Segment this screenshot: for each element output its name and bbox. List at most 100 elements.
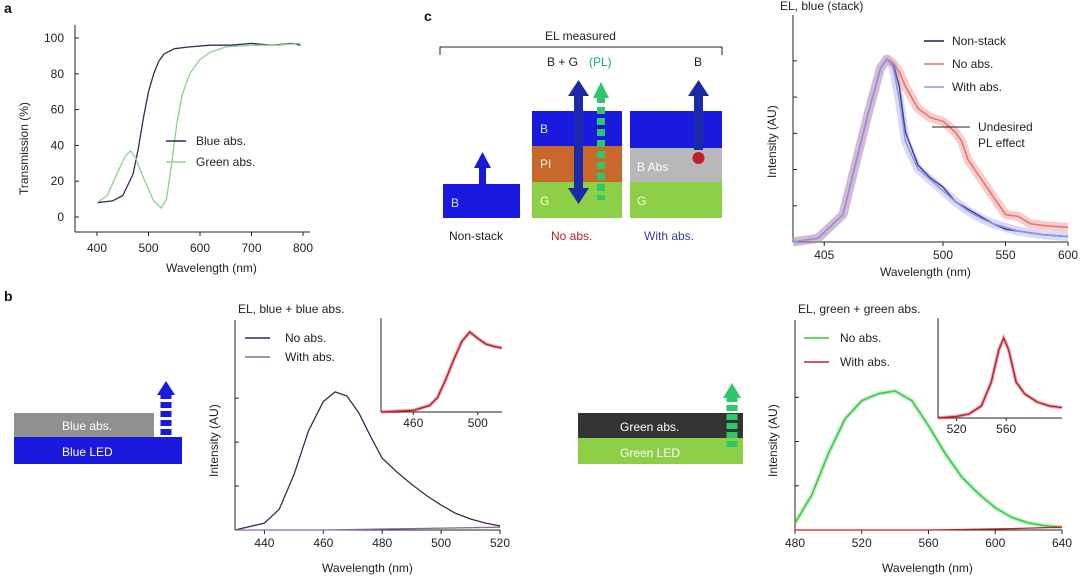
- withabs-caption: With abs.: [644, 229, 694, 243]
- nonstack-caption: Non-stack: [449, 229, 504, 243]
- panel-label-b: b: [4, 288, 13, 304]
- b2-legend-noabs: No abs.: [840, 331, 881, 345]
- green-abs-layer: [578, 413, 743, 438]
- b2-band-0: [793, 389, 1063, 530]
- a-xtick-label: 400: [87, 241, 107, 255]
- panel-label-c: c: [424, 8, 432, 24]
- blue-abs-label: Blue abs.: [62, 419, 112, 433]
- blue-led-label: Blue LED: [62, 445, 113, 459]
- blue-abs-layer: [14, 413, 154, 437]
- green-emission-arrow-icon: [723, 383, 741, 450]
- b2-inset-band: [937, 333, 1063, 420]
- c-x-label: Wavelength (nm): [880, 265, 971, 279]
- c-xtick-label: 550: [995, 248, 1015, 262]
- c-legend-withabs: With abs.: [952, 80, 1002, 94]
- b1-xtick-label: 500: [431, 536, 451, 550]
- green-led-diagram: Green abs. Green LED: [578, 383, 743, 464]
- a-ytick-label: 80: [51, 67, 65, 81]
- noabs-layer-pl: PI: [540, 157, 551, 171]
- a-ytick-label: 20: [51, 174, 65, 188]
- b2-inset-xtick-label: 520: [947, 422, 967, 436]
- c-xtick-label: 405: [814, 248, 834, 262]
- a-ytick-label: 100: [44, 31, 64, 45]
- el-measured-label: EL measured: [545, 29, 616, 43]
- green-led-label: Green LED: [620, 446, 680, 460]
- withabs-blue-arrow-icon: [688, 80, 709, 164]
- el-blue-stack-chart: EL, blue (stack) 405 500 550 600 Wavelength…: [765, 0, 1078, 279]
- b2-x-label: Wavelength (nm): [882, 561, 973, 575]
- b1-xtick-label: 520: [490, 536, 510, 550]
- a-xtick-label: 500: [138, 241, 158, 255]
- withabs-abs-layer: [630, 148, 722, 182]
- green-led-layer: [578, 438, 743, 464]
- b1-series-1: [235, 526, 501, 531]
- b2-legend-withabs: With abs.: [840, 355, 890, 369]
- withabs-layer-babs: B Abs: [637, 160, 668, 174]
- b1-xtick-label: 440: [254, 536, 274, 550]
- c-series-2: [792, 58, 1069, 243]
- b1-xtick-label: 460: [313, 536, 333, 550]
- b2-chart-title: EL, green + green abs.: [798, 302, 920, 316]
- b1-y-label: Intensity (AU): [207, 404, 221, 477]
- el-measured-bracket: [439, 46, 723, 55]
- withabs-blue-layer: [630, 111, 722, 148]
- a-y-label: Transmission (%): [17, 102, 31, 195]
- noabs-blue-bidirectional-arrow-icon: [568, 80, 589, 204]
- b2-inset: 520 560: [937, 318, 1063, 436]
- a-legend-green-abs: Green abs.: [196, 155, 255, 169]
- c-y-label: Intensity (AU): [765, 105, 779, 178]
- b1-xtick-label: 480: [372, 536, 392, 550]
- nonstack-blue-layer: [443, 184, 520, 218]
- label-pl: (PL): [589, 55, 612, 69]
- withabs-layer-g: G: [637, 194, 646, 208]
- b2-xtick-label: 640: [1052, 536, 1072, 550]
- nonstack-layer-label: B: [451, 196, 459, 210]
- b1-series-0: [234, 391, 501, 531]
- c-annotation-line1: Undesired: [978, 120, 1033, 134]
- b1-x-label: Wavelength (nm): [322, 561, 413, 575]
- b1-inset-xtick-label: 500: [468, 416, 488, 430]
- transmission-chart: 400 500 600 700 800 0 20 40 60 80 100 Wavelength (…: [17, 25, 313, 275]
- b1-inset: 460 500: [380, 318, 503, 430]
- c-xtick-label: 500: [933, 248, 953, 262]
- b1-legend-noabs: No abs.: [285, 331, 326, 345]
- c-chart-title: EL, blue (stack): [780, 0, 863, 13]
- blue-emission-arrow-icon: [157, 381, 175, 437]
- b1-inset-band: [380, 329, 503, 414]
- b2-xtick-label: 520: [852, 536, 872, 550]
- el-blue-chart: EL, blue + blue abs. 440 460 480 500 520 Wav…: [207, 302, 510, 575]
- a-x-label: Wavelength (nm): [166, 261, 257, 275]
- noabs-layer-b: B: [540, 122, 548, 136]
- b1-legend-withabs: With abs.: [285, 350, 335, 364]
- a-series-1: [96, 42, 301, 209]
- blue-led-layer: [14, 437, 182, 464]
- a-xtick-label: 600: [190, 241, 210, 255]
- b2-inset-series: [937, 336, 1063, 419]
- stack-diagram: EL measured B + G (PL) B B Non-stack B P…: [439, 29, 723, 243]
- a-xtick-label: 800: [293, 241, 313, 255]
- b1-inset-series: [380, 331, 503, 413]
- green-abs-label: Green abs.: [620, 420, 679, 434]
- c-legend-nonstack: Non-stack: [952, 34, 1007, 48]
- b1-inset-xtick-label: 460: [403, 416, 423, 430]
- noabs-caption: No abs.: [551, 229, 592, 243]
- noabs-layer-g: G: [540, 194, 549, 208]
- label-b-plus-g: B + G: [547, 55, 578, 69]
- c-annotation-line2: PL effect: [978, 136, 1025, 150]
- noabs-green-dashed-arrow-icon: [593, 82, 609, 200]
- b2-xtick-label: 560: [918, 536, 938, 550]
- label-b-only: B: [694, 55, 702, 69]
- el-green-chart: EL, green + green abs. 480 520 560 600 640 W…: [766, 302, 1072, 575]
- a-legend-blue-abs: Blue abs.: [196, 134, 246, 148]
- b2-xtick-label: 480: [785, 536, 805, 550]
- a-ytick-label: 60: [51, 103, 65, 117]
- b2-inset-xtick-label: 560: [996, 422, 1016, 436]
- nonstack-up-arrow-icon: [474, 152, 491, 184]
- a-xtick-label: 700: [241, 241, 261, 255]
- blue-led-diagram: Blue abs. Blue LED: [14, 381, 182, 464]
- c-legend-noabs: No abs.: [952, 57, 993, 71]
- b2-xtick-label: 600: [985, 536, 1005, 550]
- a-ytick-label: 0: [57, 210, 64, 224]
- panel-label-a: a: [4, 0, 12, 16]
